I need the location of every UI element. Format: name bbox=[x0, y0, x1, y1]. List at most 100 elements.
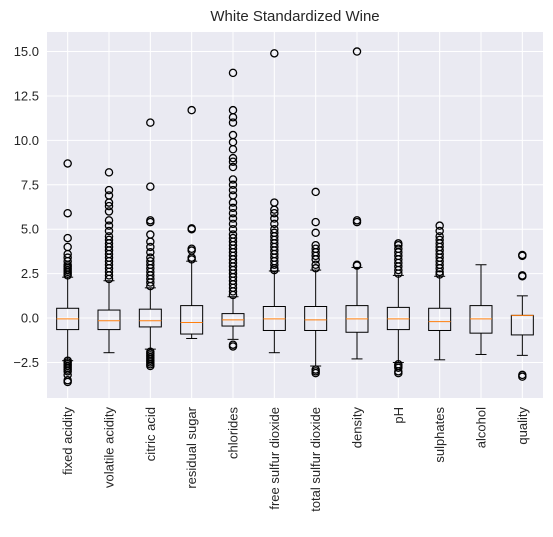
outlier-point bbox=[270, 224, 279, 234]
outlier-point bbox=[63, 159, 72, 168]
x-tick-label: free sulfur dioxide bbox=[267, 407, 282, 510]
outlier-point bbox=[146, 242, 155, 252]
x-tick-label: alcohol bbox=[474, 407, 489, 448]
x-tick-label: pH bbox=[391, 407, 406, 424]
outlier-point bbox=[228, 233, 238, 243]
outlier-point bbox=[228, 219, 238, 229]
box-12 bbox=[510, 250, 534, 381]
outlier-point bbox=[63, 377, 72, 387]
box-8 bbox=[345, 47, 369, 360]
outlier-point bbox=[270, 219, 279, 229]
outlier-point bbox=[311, 217, 320, 227]
y-tick-label: 5.0 bbox=[21, 222, 39, 237]
x-tick-labels: fixed acidity volatile acidity citric acid… bbox=[60, 406, 530, 511]
outlier-point bbox=[228, 157, 238, 166]
box-6 bbox=[262, 49, 286, 354]
iqr-box bbox=[97, 309, 121, 331]
outlier-point bbox=[104, 232, 114, 241]
box-5 bbox=[221, 68, 245, 351]
y-tick-label: 10.0 bbox=[14, 133, 39, 148]
box-4 bbox=[180, 105, 204, 339]
iqr-box bbox=[428, 307, 452, 331]
outlier-point bbox=[187, 244, 196, 254]
outlier-point bbox=[352, 47, 362, 56]
plot-area bbox=[47, 32, 543, 398]
outlier-point bbox=[518, 372, 527, 381]
outlier-point bbox=[228, 153, 238, 163]
x-tick-label: density bbox=[350, 407, 365, 449]
box-7 bbox=[304, 187, 328, 378]
outlier-point bbox=[104, 235, 114, 245]
outlier-point bbox=[63, 253, 72, 262]
y-tick-label: 7.5 bbox=[21, 177, 39, 192]
outlier-point bbox=[146, 118, 155, 127]
outlier-point bbox=[228, 191, 238, 200]
outlier-point bbox=[187, 224, 196, 233]
x-tick-label: sulphates bbox=[432, 407, 447, 463]
outlier-point bbox=[187, 105, 196, 115]
outlier-point bbox=[104, 226, 114, 236]
outlier-point bbox=[311, 240, 320, 250]
outlier-point bbox=[146, 216, 155, 225]
outlier-point bbox=[63, 233, 72, 243]
y-tick-labels: −2.5 0.0 2.5 5.0 7.5 10.0 12.5 15.0 bbox=[13, 44, 39, 370]
outlier-point bbox=[394, 363, 403, 373]
outlier-point bbox=[311, 260, 320, 269]
outlier-point bbox=[311, 228, 320, 238]
outlier-point bbox=[104, 168, 114, 177]
outlier-point bbox=[228, 130, 238, 140]
outlier-point bbox=[146, 230, 155, 239]
outlier-point bbox=[394, 244, 403, 254]
outlier-point bbox=[311, 368, 320, 378]
outlier-point bbox=[228, 203, 238, 213]
outlier-point bbox=[228, 105, 238, 115]
outlier-point bbox=[270, 49, 279, 58]
outlier-point bbox=[228, 208, 238, 218]
outlier-point bbox=[228, 224, 238, 234]
iqr-box bbox=[304, 306, 328, 331]
outlier-point bbox=[63, 242, 72, 252]
outlier-point bbox=[228, 230, 238, 239]
iqr-box bbox=[138, 308, 162, 328]
outlier-point bbox=[435, 270, 444, 279]
outlier-point bbox=[394, 368, 403, 378]
outlier-point bbox=[146, 248, 155, 257]
outlier-point bbox=[63, 367, 72, 376]
y-tick-label: 15.0 bbox=[14, 44, 39, 59]
outlier-point bbox=[228, 180, 238, 190]
y-tick-label: −2.5 bbox=[13, 355, 39, 370]
outlier-point bbox=[228, 162, 238, 172]
outlier-point bbox=[104, 221, 114, 230]
y-tick-label: 12.5 bbox=[14, 88, 39, 103]
outlier-point bbox=[228, 342, 238, 351]
outlier-point bbox=[104, 185, 114, 195]
x-tick-label: fixed acidity bbox=[60, 407, 75, 475]
outlier-point bbox=[518, 271, 527, 280]
outlier-point bbox=[311, 264, 320, 273]
x-tick-label: chlorides bbox=[226, 407, 241, 460]
outlier-point bbox=[228, 175, 238, 184]
outlier-point bbox=[146, 182, 155, 191]
outlier-point bbox=[518, 250, 527, 260]
outlier-point bbox=[228, 118, 238, 127]
y-tick-label: 0.0 bbox=[21, 311, 39, 326]
x-tick-label: total sulfur dioxide bbox=[308, 407, 323, 512]
iqr-box bbox=[180, 305, 204, 335]
box-11 bbox=[469, 264, 493, 355]
x-tick-label: citric acid bbox=[143, 407, 158, 461]
box-2 bbox=[97, 168, 121, 354]
outlier-point bbox=[270, 198, 279, 207]
x-tick-label: residual sugar bbox=[184, 406, 199, 488]
outlier-point bbox=[311, 187, 320, 197]
outlier-point bbox=[435, 226, 444, 236]
outlier-point bbox=[228, 68, 238, 78]
outlier-point bbox=[311, 244, 320, 254]
box-10 bbox=[428, 221, 452, 361]
box-3 bbox=[138, 118, 162, 371]
outlier-point bbox=[146, 256, 155, 266]
outlier-point bbox=[270, 228, 279, 238]
x-tick-label: quality bbox=[515, 407, 530, 445]
outlier-point bbox=[435, 232, 444, 241]
